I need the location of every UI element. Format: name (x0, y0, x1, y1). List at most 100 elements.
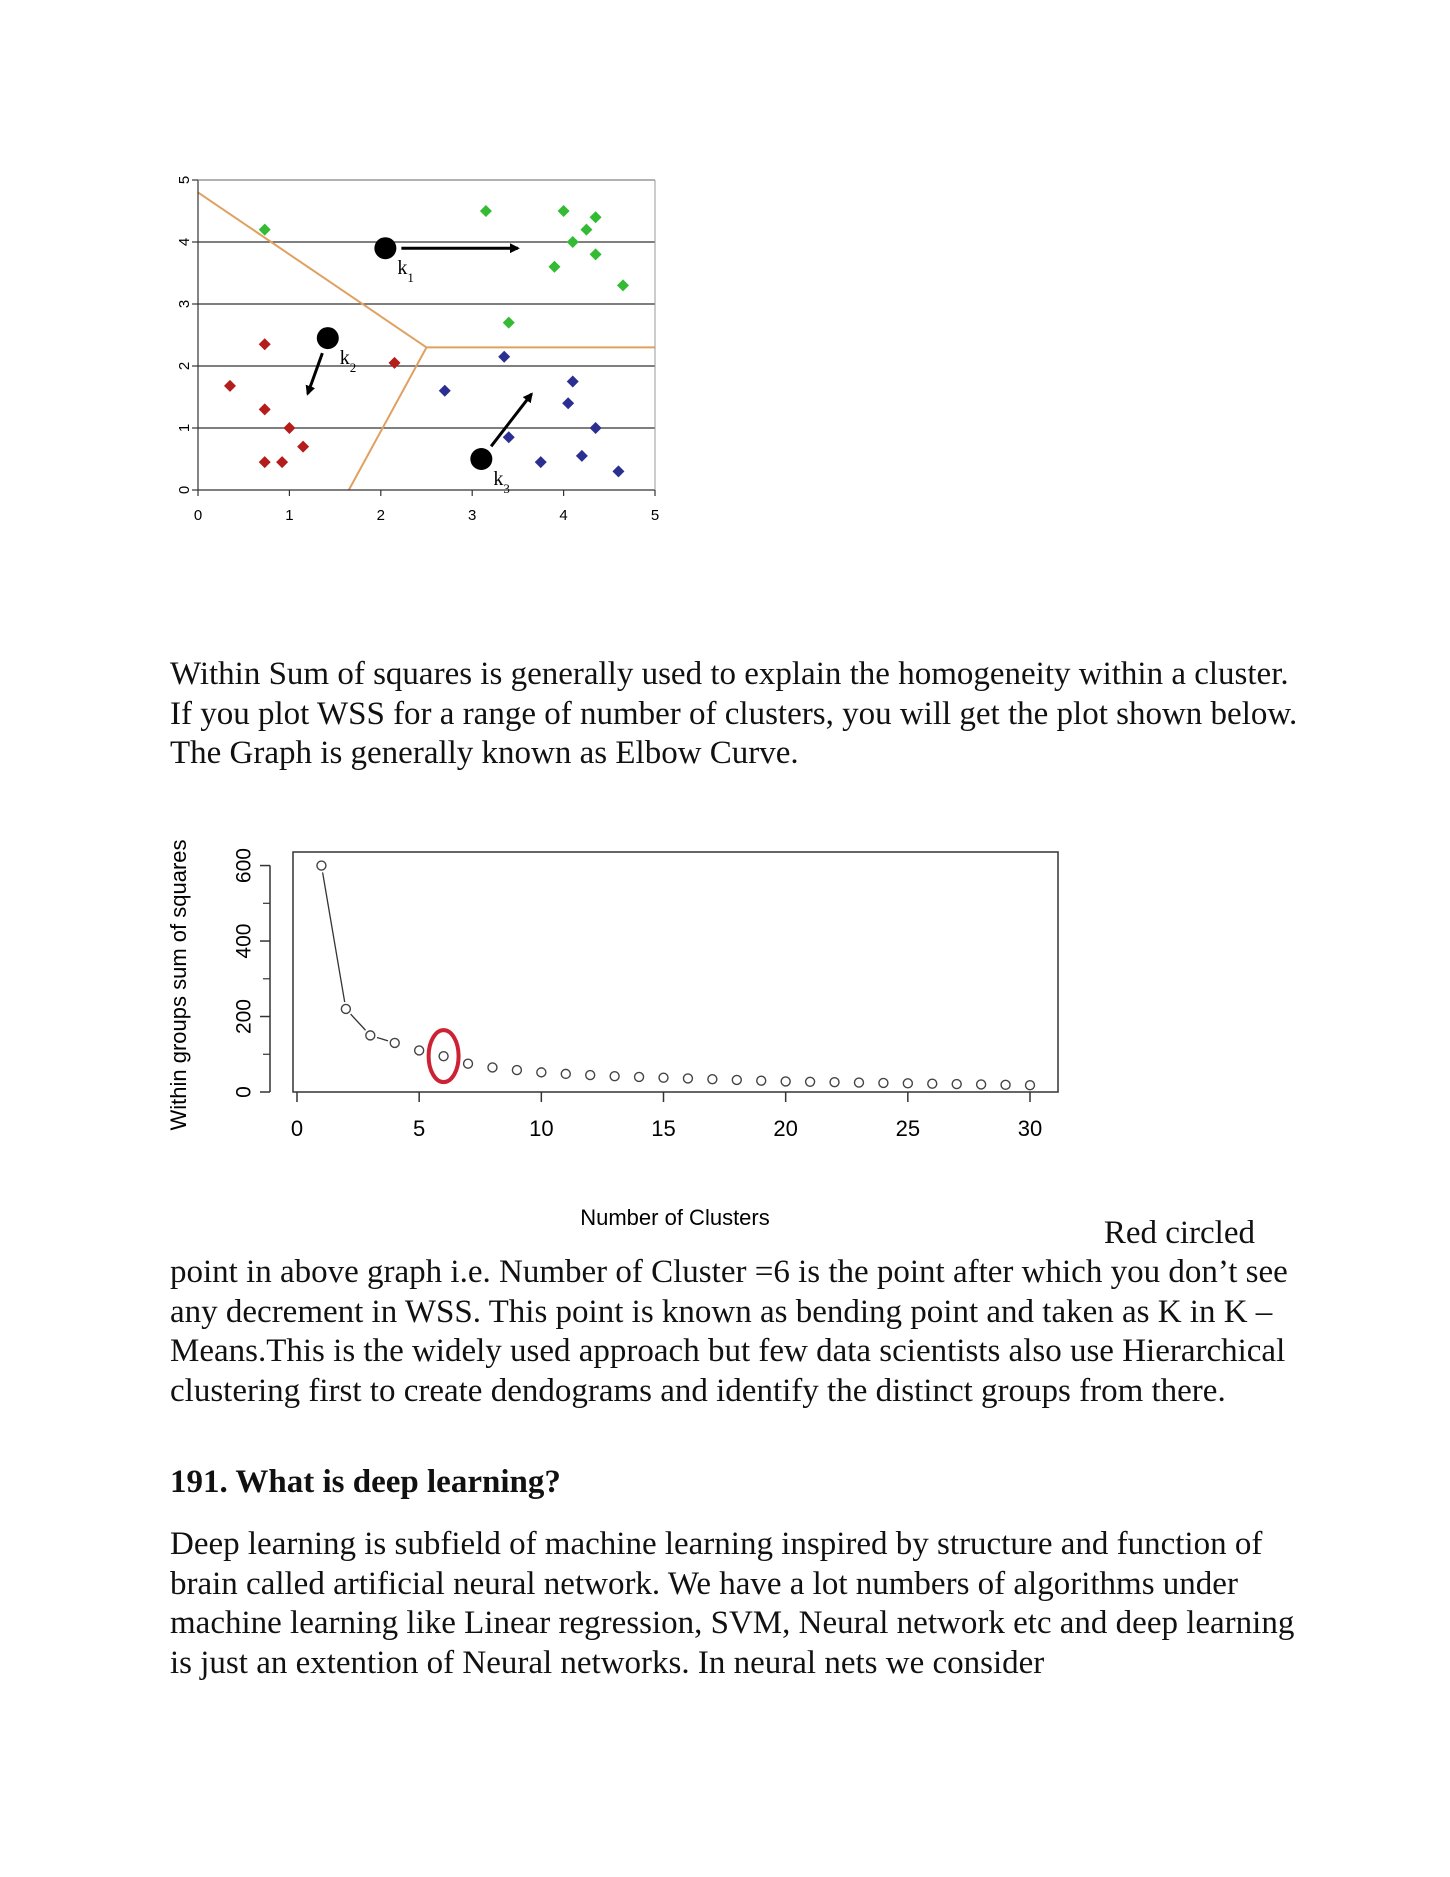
green-point (589, 211, 602, 224)
blue-point (498, 350, 511, 363)
centroid-label: k1 (397, 257, 414, 285)
paragraph-red-circled-lead: Red circled (1103, 1215, 1255, 1251)
data-point (487, 1062, 498, 1073)
x-tick-label: 4 (559, 507, 567, 524)
data-point (365, 1030, 376, 1041)
data-point (853, 1077, 865, 1088)
kmeans-points (223, 205, 630, 478)
x-tick-label: 0 (194, 507, 202, 524)
centroid-label: k2 (340, 347, 357, 375)
elbow-axes: 0 200 400 600 0 5 10 15 20 25 30 Number of Clusters… (166, 839, 1059, 1230)
x-tick-label: 15 (651, 1116, 675, 1141)
data-point (1000, 1079, 1011, 1091)
y-tick-label: 200 (233, 999, 256, 1034)
y-tick-label: 5 (176, 176, 193, 184)
data-point (780, 1076, 791, 1087)
data-point (682, 1073, 694, 1084)
curve-segment (350, 1013, 367, 1031)
data-point (975, 1079, 987, 1090)
plot-frame (292, 851, 1059, 1093)
boundary-line (197, 191, 428, 349)
red-point (258, 456, 271, 469)
data-point (536, 1067, 547, 1078)
x-tick-label: 10 (529, 1116, 553, 1141)
x-tick-label: 0 (291, 1116, 303, 1141)
green-point (548, 260, 561, 273)
centroid-marker (374, 237, 397, 260)
highlight-ellipse (426, 1028, 461, 1085)
data-point (804, 1076, 816, 1088)
kmeans-scatter-chart: k1 k2 k3 0 1 2 3 4 5 0 1 2 3 4 5 (176, 176, 659, 524)
x-tick-label: 3 (468, 507, 476, 524)
data-point (829, 1076, 840, 1088)
data-point (633, 1071, 645, 1083)
boundary-line (347, 346, 428, 491)
y-tick-label: 400 (233, 924, 256, 959)
data-point (756, 1075, 767, 1086)
green-point (557, 205, 570, 217)
red-point (388, 356, 401, 369)
paragraph-wss-intro: Within Sum of squares is generally used … (170, 656, 1298, 771)
x-tick-label: 5 (651, 507, 659, 524)
data-point (927, 1078, 938, 1089)
data-point (438, 1050, 449, 1062)
blue-point (612, 465, 625, 478)
data-point (951, 1078, 962, 1090)
blue-point (589, 422, 602, 434)
data-point (511, 1064, 523, 1076)
y-tick-label: 2 (176, 362, 193, 370)
data-point (1024, 1080, 1036, 1091)
cluster-boundaries (197, 191, 655, 491)
data-point (731, 1074, 742, 1086)
green-point (479, 205, 492, 217)
data-point (902, 1078, 914, 1089)
data-point (389, 1037, 400, 1049)
data-point (560, 1068, 571, 1080)
data-point (609, 1070, 620, 1082)
centroid-arrow (305, 352, 324, 396)
data-point (462, 1058, 474, 1069)
x-tick-label: 30 (1018, 1116, 1042, 1141)
data-point (585, 1069, 596, 1081)
blue-point (575, 449, 588, 462)
paragraph-elbow-explanation: point in above graph i.e. Number of Clus… (170, 1254, 1288, 1409)
green-point (566, 236, 579, 248)
y-tick-label: 3 (176, 300, 193, 308)
y-axis-title: Within groups sum of squares (166, 839, 191, 1130)
centroid-marker (316, 327, 339, 350)
elbow-series (316, 860, 1036, 1091)
blue-point (438, 384, 451, 397)
green-point (502, 316, 515, 329)
red-point (283, 422, 296, 434)
y-tick-label: 4 (176, 238, 193, 246)
x-tick-label: 25 (896, 1116, 920, 1141)
data-point (413, 1045, 425, 1056)
red-point (297, 440, 310, 453)
data-point (707, 1073, 718, 1085)
x-tick-label: 1 (285, 507, 293, 524)
data-point (658, 1072, 669, 1083)
green-point (617, 279, 630, 292)
red-point (258, 403, 271, 416)
green-point (580, 223, 593, 236)
kmeans-axes: 0 1 2 3 4 5 0 1 2 3 4 5 (176, 176, 659, 524)
curve-segment (321, 872, 346, 1003)
y-tick-label: 0 (233, 1086, 256, 1098)
y-tick-label: 1 (176, 424, 193, 432)
red-point (258, 338, 271, 351)
kmeans-gridlines (198, 179, 655, 429)
blue-point (566, 375, 579, 388)
data-point (340, 1003, 352, 1015)
green-point (258, 223, 271, 236)
blue-point (562, 397, 575, 410)
centroid-label: k3 (493, 468, 510, 496)
x-tick-label: 20 (773, 1116, 797, 1141)
centroid-arrow (489, 392, 533, 448)
red-point (223, 379, 236, 392)
green-point (589, 248, 602, 261)
question-heading-191: 191. What is deep learning? (170, 1464, 561, 1500)
paragraph-deep-learning: Deep learning is subfield of machine lea… (170, 1526, 1295, 1681)
x-tick-label: 5 (413, 1116, 425, 1141)
curve-segment (376, 1036, 389, 1042)
y-tick-label: 0 (176, 486, 193, 494)
